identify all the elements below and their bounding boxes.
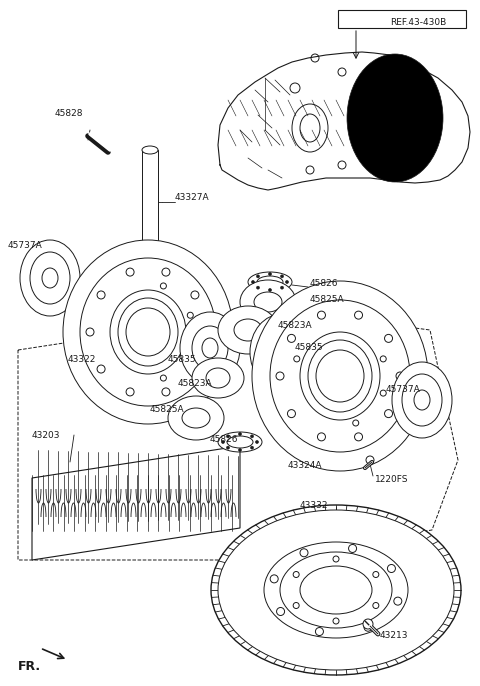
Circle shape — [239, 432, 241, 436]
Text: 43203: 43203 — [32, 431, 60, 440]
Text: FR.: FR. — [18, 659, 41, 672]
Ellipse shape — [80, 258, 216, 406]
Ellipse shape — [42, 268, 58, 288]
Ellipse shape — [347, 54, 443, 182]
Text: 45737A: 45737A — [8, 241, 43, 250]
Text: 45823A: 45823A — [178, 379, 213, 388]
Circle shape — [227, 446, 229, 449]
Text: 43332: 43332 — [300, 501, 328, 510]
Text: 45835: 45835 — [168, 355, 197, 364]
Ellipse shape — [202, 338, 218, 358]
Ellipse shape — [272, 340, 292, 364]
Ellipse shape — [254, 292, 282, 312]
Ellipse shape — [182, 408, 210, 428]
Bar — [142, 150, 158, 248]
Ellipse shape — [240, 280, 296, 324]
Ellipse shape — [206, 368, 230, 388]
Circle shape — [251, 435, 253, 438]
Ellipse shape — [20, 240, 80, 316]
Ellipse shape — [218, 432, 262, 452]
Text: 45825A: 45825A — [310, 296, 345, 305]
Ellipse shape — [218, 306, 278, 354]
Text: REF.43-430B: REF.43-430B — [402, 11, 465, 20]
Text: 1220FS: 1220FS — [375, 475, 408, 484]
Text: 43324A: 43324A — [288, 462, 323, 471]
Text: 45826: 45826 — [210, 436, 239, 445]
Circle shape — [255, 440, 259, 444]
Text: 45835: 45835 — [295, 342, 324, 351]
Circle shape — [363, 619, 373, 629]
Text: REF.43-430B: REF.43-430B — [390, 18, 446, 27]
Text: 43322: 43322 — [68, 355, 96, 364]
Ellipse shape — [414, 390, 430, 410]
Ellipse shape — [180, 312, 240, 384]
Ellipse shape — [270, 300, 410, 452]
Circle shape — [221, 440, 225, 444]
Ellipse shape — [142, 244, 158, 252]
Circle shape — [268, 272, 272, 276]
Ellipse shape — [63, 240, 233, 424]
Ellipse shape — [402, 374, 442, 426]
Ellipse shape — [218, 510, 454, 670]
Ellipse shape — [110, 290, 186, 374]
Text: 45823A: 45823A — [278, 322, 312, 331]
Circle shape — [256, 286, 260, 289]
Text: 45825A: 45825A — [150, 405, 185, 414]
Circle shape — [239, 449, 241, 451]
Ellipse shape — [300, 566, 372, 614]
Ellipse shape — [280, 552, 392, 628]
Ellipse shape — [257, 276, 283, 288]
Circle shape — [251, 446, 253, 449]
Text: 45828: 45828 — [55, 109, 84, 118]
Ellipse shape — [234, 319, 262, 341]
Text: 43213: 43213 — [380, 632, 408, 641]
Ellipse shape — [300, 332, 380, 420]
Ellipse shape — [30, 252, 70, 304]
Ellipse shape — [316, 350, 364, 402]
Circle shape — [280, 286, 284, 289]
Ellipse shape — [262, 328, 302, 376]
Circle shape — [280, 275, 284, 278]
Circle shape — [227, 435, 229, 438]
Ellipse shape — [211, 505, 461, 675]
Polygon shape — [32, 446, 240, 560]
Ellipse shape — [392, 362, 452, 438]
Ellipse shape — [168, 396, 224, 440]
Circle shape — [256, 275, 260, 278]
Circle shape — [286, 281, 288, 283]
Circle shape — [252, 281, 254, 283]
Text: 45737A: 45737A — [386, 386, 421, 394]
Ellipse shape — [142, 146, 158, 154]
Ellipse shape — [264, 542, 408, 638]
Ellipse shape — [250, 314, 314, 390]
Text: 43327A: 43327A — [175, 193, 210, 202]
Ellipse shape — [227, 436, 253, 448]
Ellipse shape — [192, 326, 228, 370]
Ellipse shape — [126, 308, 170, 356]
Ellipse shape — [192, 358, 244, 398]
Text: 45826: 45826 — [310, 279, 338, 289]
Ellipse shape — [252, 281, 428, 471]
Circle shape — [268, 289, 272, 292]
Ellipse shape — [248, 272, 292, 292]
Bar — [338, 10, 466, 28]
